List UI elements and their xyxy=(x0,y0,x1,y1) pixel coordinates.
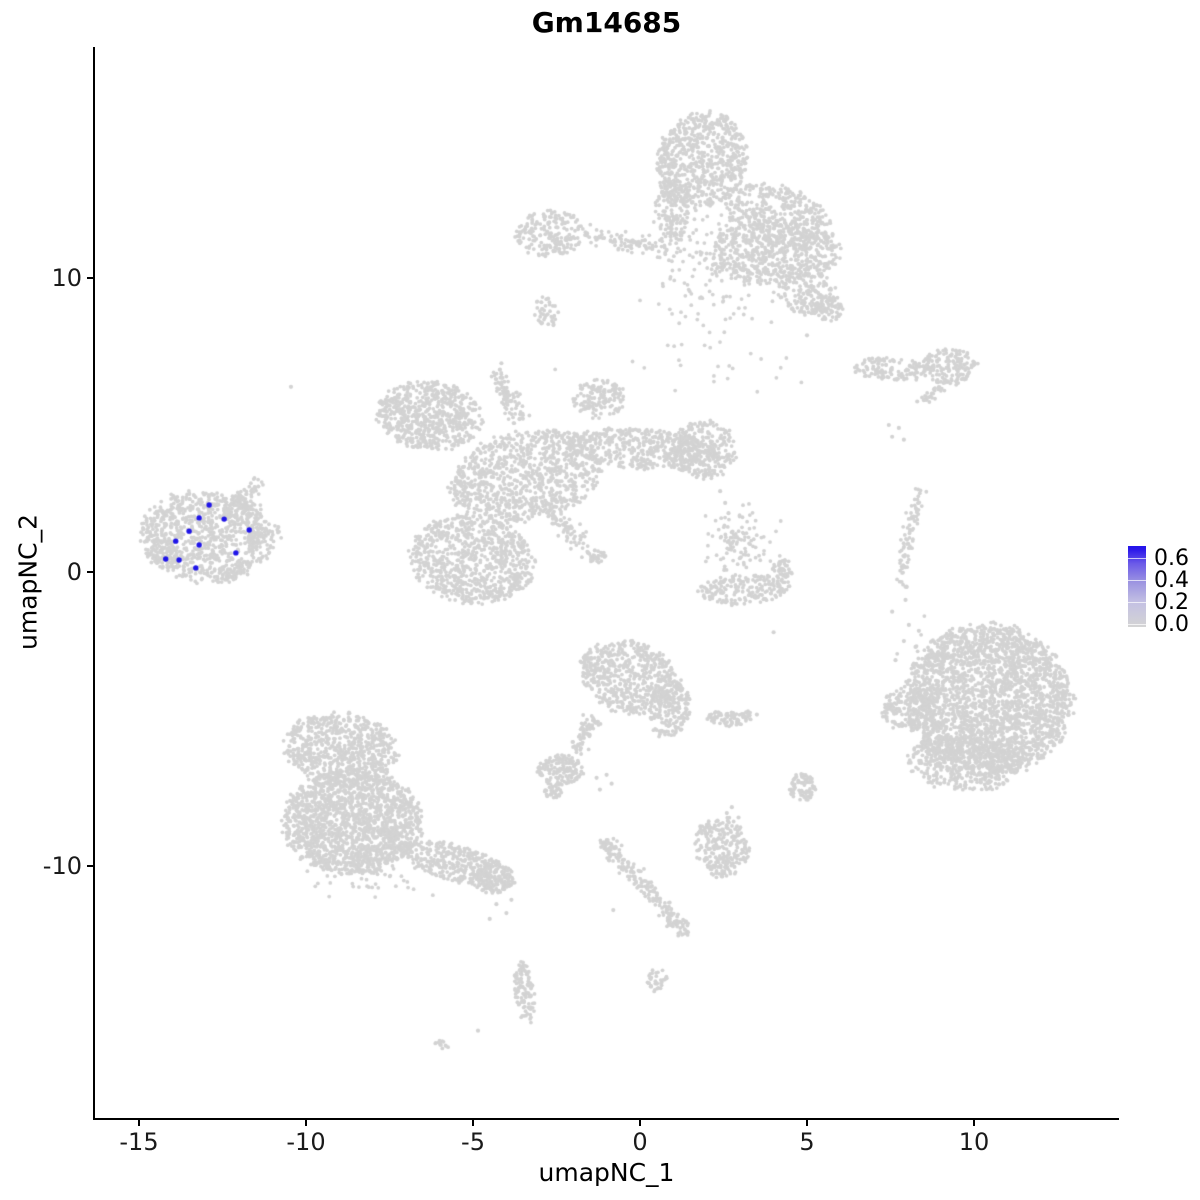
legend-label-0.0: 0.0 xyxy=(1154,612,1189,637)
y-axis-label: umapNC_2 xyxy=(13,514,43,650)
scatter-canvas xyxy=(95,47,1119,1118)
x-tick-mark xyxy=(973,1118,975,1126)
x-tick-mark xyxy=(806,1118,808,1126)
x-tick-label: -10 xyxy=(286,1128,326,1156)
y-tick-mark xyxy=(87,277,95,279)
x-axis-label: umapNC_1 xyxy=(538,1158,675,1187)
y-tick-label: 0 xyxy=(66,558,82,586)
plot-title: Gm14685 xyxy=(531,6,682,39)
y-tick-mark xyxy=(87,571,95,573)
x-tick-label: -15 xyxy=(119,1128,159,1156)
x-tick-label: -5 xyxy=(461,1128,485,1156)
legend-label-0.2: 0.2 xyxy=(1154,590,1189,615)
plot-panel xyxy=(93,47,1119,1120)
legend-tick xyxy=(1128,558,1146,559)
legend-tick xyxy=(1128,624,1146,625)
y-tick-label: 10 xyxy=(51,264,82,292)
x-tick-label: 0 xyxy=(632,1128,648,1156)
y-tick-label: -10 xyxy=(42,852,82,880)
x-tick-mark xyxy=(305,1118,307,1126)
x-tick-label: 10 xyxy=(958,1128,990,1156)
x-tick-mark xyxy=(138,1118,140,1126)
x-tick-mark xyxy=(472,1118,474,1126)
legend-tick xyxy=(1128,602,1146,603)
y-tick-mark xyxy=(87,865,95,867)
legend-colorbar xyxy=(1128,546,1146,627)
legend-label-0.6: 0.6 xyxy=(1154,546,1189,571)
x-tick-label: 5 xyxy=(799,1128,815,1156)
legend-label-0.4: 0.4 xyxy=(1154,568,1189,593)
legend-tick xyxy=(1128,580,1146,581)
x-tick-mark xyxy=(639,1118,641,1126)
